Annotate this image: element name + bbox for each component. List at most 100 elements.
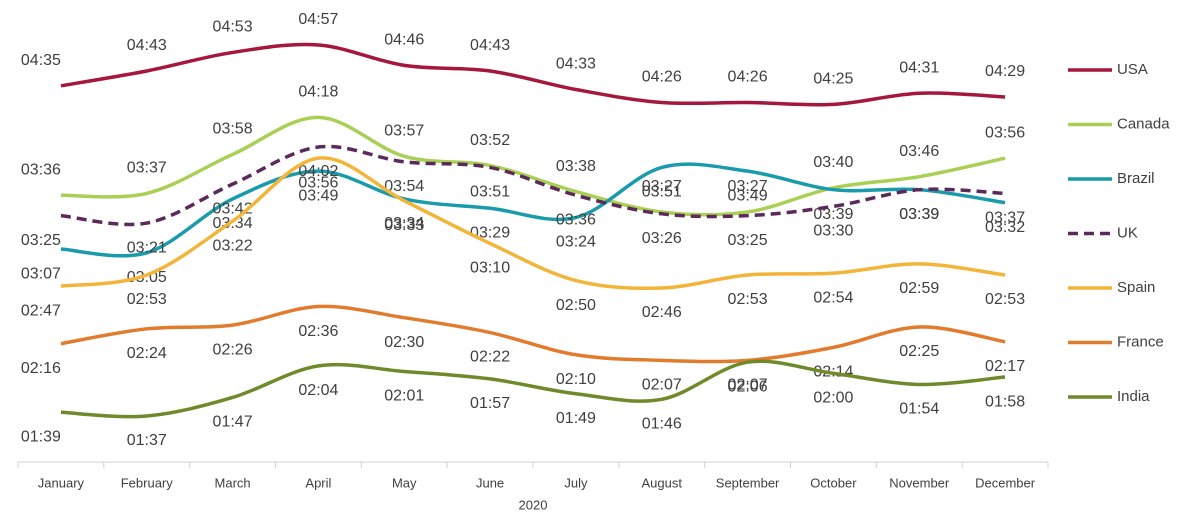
value-label: 02:53	[728, 291, 768, 308]
value-label: 02:07	[728, 377, 768, 394]
x-tick-label: July	[564, 475, 588, 490]
x-tick-label: March	[215, 475, 251, 490]
value-label: 04:46	[384, 32, 424, 49]
series-line	[60, 115, 1006, 217]
value-label: 01:58	[985, 393, 1025, 410]
series-line	[60, 359, 1006, 419]
legend-label: UK	[1117, 224, 1138, 241]
value-label: 02:53	[985, 291, 1025, 308]
value-label: 03:40	[813, 154, 853, 171]
value-label: 02:17	[985, 358, 1025, 375]
value-label: 01:39	[21, 429, 61, 446]
value-label: 02:06	[728, 378, 768, 395]
value-label: 03:27	[642, 178, 682, 195]
x-tick-label: September	[716, 475, 780, 490]
value-label: 03:07	[21, 265, 61, 282]
value-label: 04:33	[556, 56, 596, 73]
series-line	[60, 156, 1006, 291]
value-label: 02:24	[127, 345, 167, 362]
value-label: 04:31	[899, 59, 939, 76]
value-label: 03:49	[728, 187, 768, 204]
value-label: 02:22	[470, 349, 510, 366]
value-label: 04:53	[213, 19, 253, 36]
value-label: 03:37	[985, 210, 1025, 227]
value-label: 03:39	[899, 206, 939, 223]
legend-label: Brazil	[1117, 170, 1155, 187]
value-label: 03:32	[985, 219, 1025, 236]
value-label: 02:30	[384, 334, 424, 351]
x-tick-label: October	[810, 475, 857, 490]
value-label: 04:25	[813, 71, 853, 88]
value-label: 04:43	[127, 37, 167, 54]
value-label: 03:26	[642, 230, 682, 247]
legend-label: USA	[1117, 61, 1148, 78]
value-label: 02:54	[813, 289, 853, 306]
value-label: 02:16	[21, 360, 61, 377]
value-label: 02:00	[813, 390, 853, 407]
value-label: 02:04	[298, 382, 338, 399]
value-label: 01:49	[556, 410, 596, 427]
x-tick-label: November	[889, 475, 950, 490]
value-label: 01:37	[127, 432, 167, 449]
value-label: 02:10	[556, 371, 596, 388]
legend-label: Spain	[1117, 279, 1155, 296]
value-label: 01:47	[213, 414, 253, 431]
value-label: 03:54	[384, 178, 424, 195]
value-label: 04:35	[21, 52, 61, 69]
value-label: 03:29	[470, 224, 510, 241]
value-label: 03:56	[298, 174, 338, 191]
value-label: 02:01	[384, 388, 424, 405]
value-label: 02:47	[21, 302, 61, 319]
x-tick-label: February	[121, 475, 174, 490]
value-label: 01:46	[642, 416, 682, 433]
value-label: 02:25	[899, 343, 939, 360]
value-label: 04:43	[470, 37, 510, 54]
value-label: 03:34	[384, 215, 424, 232]
value-label: 02:36	[298, 323, 338, 340]
value-label: 03:36	[556, 211, 596, 228]
x-tick-label: January	[38, 475, 85, 490]
legend-label: India	[1117, 388, 1150, 405]
value-label: 03:56	[985, 124, 1025, 141]
value-label: 03:38	[556, 158, 596, 175]
value-label: 04:26	[642, 69, 682, 86]
value-label: 03:52	[470, 132, 510, 149]
value-label: 03:22	[213, 237, 253, 254]
x-axis-title: 2020	[519, 497, 548, 512]
x-tick-label: April	[305, 475, 331, 490]
legend-label: France	[1117, 333, 1164, 350]
value-label: 02:26	[213, 341, 253, 358]
value-label: 03:33	[384, 217, 424, 234]
x-tick-label: June	[476, 475, 504, 490]
value-label: 03:51	[642, 184, 682, 201]
value-label: 03:25	[21, 232, 61, 249]
value-label: 03:24	[556, 234, 596, 251]
x-tick-label: August	[642, 475, 683, 490]
value-label: 03:10	[470, 260, 510, 277]
value-label: 03:39	[899, 206, 939, 223]
value-label: 03:46	[899, 143, 939, 160]
x-tick-label: December	[975, 475, 1036, 490]
value-label: 02:07	[642, 377, 682, 394]
value-label: 03:57	[384, 123, 424, 140]
value-label: 03:58	[213, 121, 253, 138]
series-line	[60, 304, 1006, 364]
value-label: 04:29	[985, 63, 1025, 80]
value-label: 03:21	[127, 239, 167, 256]
value-label: 03:25	[728, 232, 768, 249]
value-label: 02:50	[556, 297, 596, 314]
value-label: 02:59	[899, 280, 939, 297]
x-tick-label: May	[392, 475, 417, 490]
value-label: 02:53	[127, 291, 167, 308]
legend-label: Canada	[1117, 115, 1170, 132]
value-label: 04:26	[728, 69, 768, 86]
value-label: 03:37	[127, 160, 167, 177]
value-label: 03:05	[127, 269, 167, 286]
value-label: 04:02	[298, 163, 338, 180]
value-label: 04:18	[298, 84, 338, 101]
value-label: 03:49	[298, 187, 338, 204]
series-line	[60, 144, 1006, 227]
value-label: 03:30	[813, 223, 853, 240]
value-label: 03:36	[21, 161, 61, 178]
